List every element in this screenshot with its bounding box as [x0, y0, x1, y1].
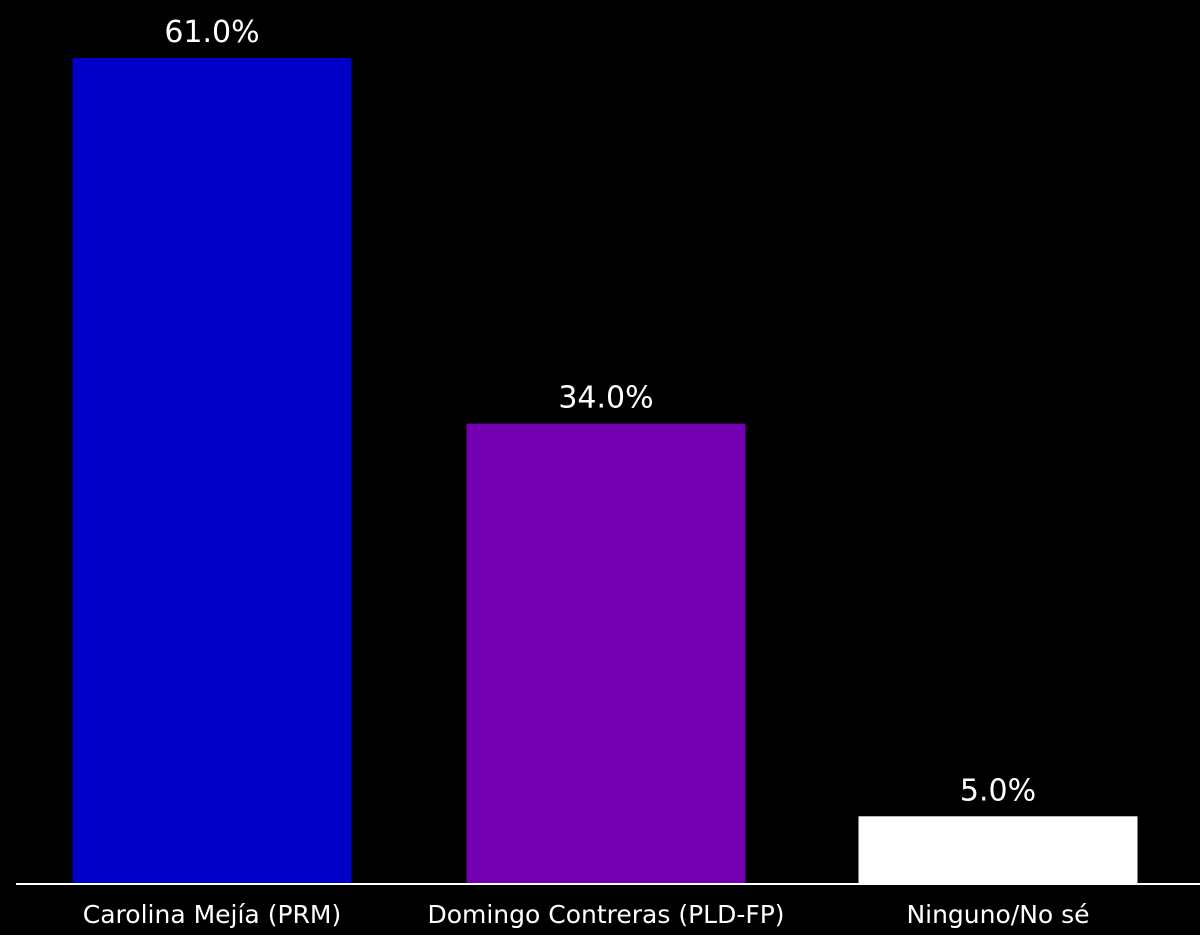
value-labels-group: 61.0% 34.0% 5.0%: [164, 15, 1036, 808]
value-label-2: 34.0%: [558, 381, 653, 416]
value-label-3: 5.0%: [960, 773, 1036, 808]
category-label-2: Domingo Contreras (PLD-FP): [427, 900, 784, 929]
bar-1: [72, 58, 352, 884]
bar-3: [858, 816, 1138, 884]
category-label-1: Carolina Mejía (PRM): [83, 900, 341, 929]
bar-2: [466, 423, 746, 884]
category-label-3: Ninguno/No sé: [906, 900, 1089, 929]
bars-group: [72, 58, 1138, 884]
category-labels-group: Carolina Mejía (PRM) Domingo Contreras (P…: [83, 900, 1090, 929]
value-label-1: 61.0%: [164, 15, 259, 50]
